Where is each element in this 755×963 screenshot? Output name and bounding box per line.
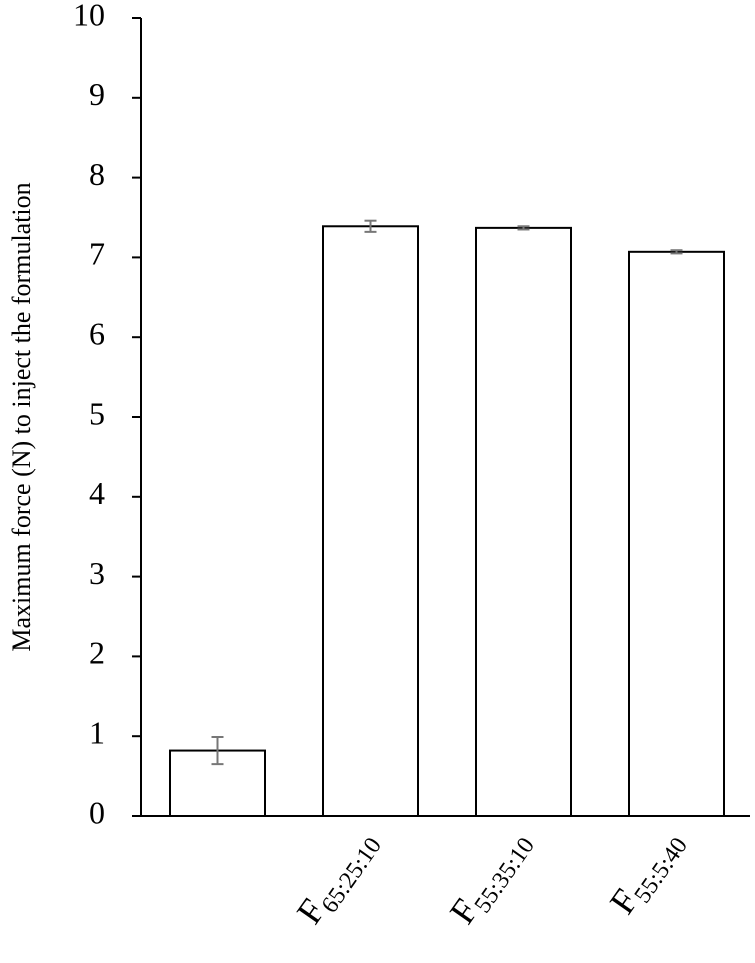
y-tick-label: 2: [89, 635, 105, 671]
bar: [628, 250, 725, 817]
y-tick-label: 9: [89, 76, 105, 112]
x-tick-label: F55:35:10: [442, 822, 540, 935]
y-tick-label: 4: [89, 475, 105, 511]
y-tick-label: 3: [89, 555, 105, 591]
y-tick-label: 0: [89, 794, 105, 830]
x-tick-label: F55:5:40: [602, 822, 693, 925]
error-bar: [364, 219, 377, 233]
bar: [475, 226, 572, 817]
error-bar: [517, 225, 530, 231]
x-tick-label-sub: 55:35:10: [470, 833, 540, 918]
bar: [322, 225, 419, 817]
y-tick-label: 6: [89, 316, 105, 352]
y-axis-label: Maximum force (N) to inject the formulat…: [7, 182, 36, 651]
y-tick-label: 7: [89, 236, 105, 272]
y-tick-label: 5: [89, 395, 105, 431]
x-tick-label: F65:25:10: [289, 822, 387, 935]
y-tick-label: 10: [73, 0, 105, 32]
x-tick-label-sub: 65:25:10: [317, 833, 387, 918]
bar: [169, 749, 266, 818]
y-tick-label: 8: [89, 156, 105, 192]
error-bar: [670, 249, 683, 255]
x-tick-label-sub: 55:5:40: [630, 833, 693, 908]
y-tick-label: 1: [89, 715, 105, 751]
error-bar: [211, 735, 224, 766]
